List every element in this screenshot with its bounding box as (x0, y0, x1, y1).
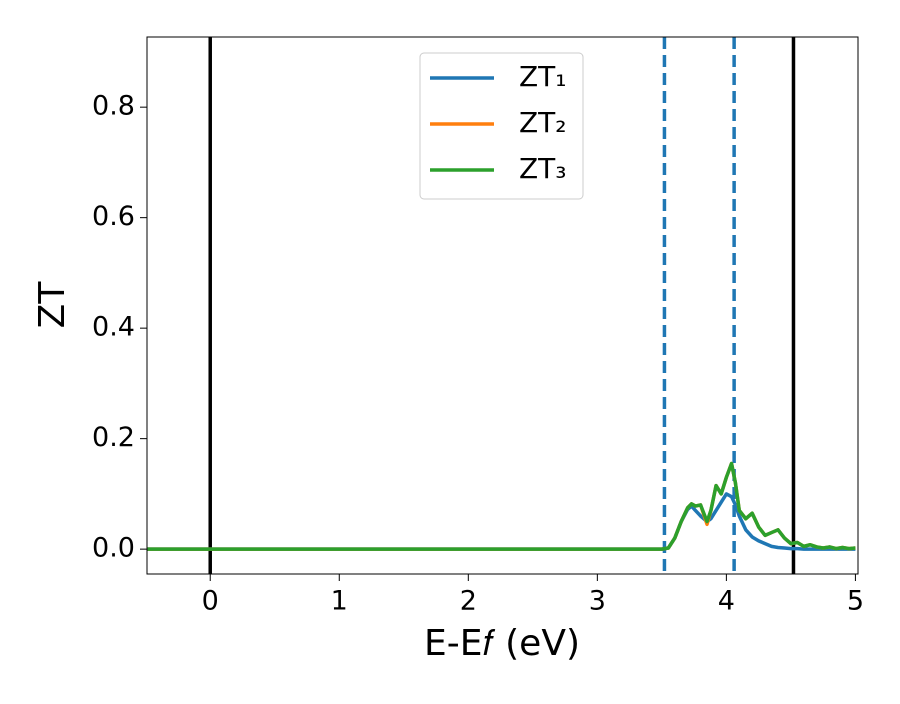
x-axis-label: E-E𝑓 (eV) (424, 623, 580, 664)
legend-label: ZT₁ (519, 60, 567, 93)
x-tick-label: 0 (202, 586, 219, 617)
x-tick-label: 5 (847, 586, 864, 617)
x-tick-label: 1 (331, 586, 348, 617)
legend-label: ZT₃ (519, 152, 567, 185)
x-tick-label: 2 (460, 586, 477, 617)
data-line (147, 461, 856, 551)
data-line (147, 461, 856, 551)
x-tick-label: 3 (589, 586, 606, 617)
y-tick-label: 0.0 (92, 533, 135, 564)
plot-frame (146, 36, 859, 575)
legend-label: ZT₂ (519, 106, 567, 139)
legend-box (419, 52, 584, 200)
y-tick-label: 0.4 (92, 312, 135, 343)
y-tick-label: 0.2 (92, 422, 135, 453)
y-tick-label: 0.6 (92, 201, 135, 232)
y-axis-label: ZT (32, 281, 73, 329)
y-tick-label: 0.8 (92, 91, 135, 122)
data-line (147, 492, 856, 551)
x-tick-label: 4 (718, 586, 735, 617)
